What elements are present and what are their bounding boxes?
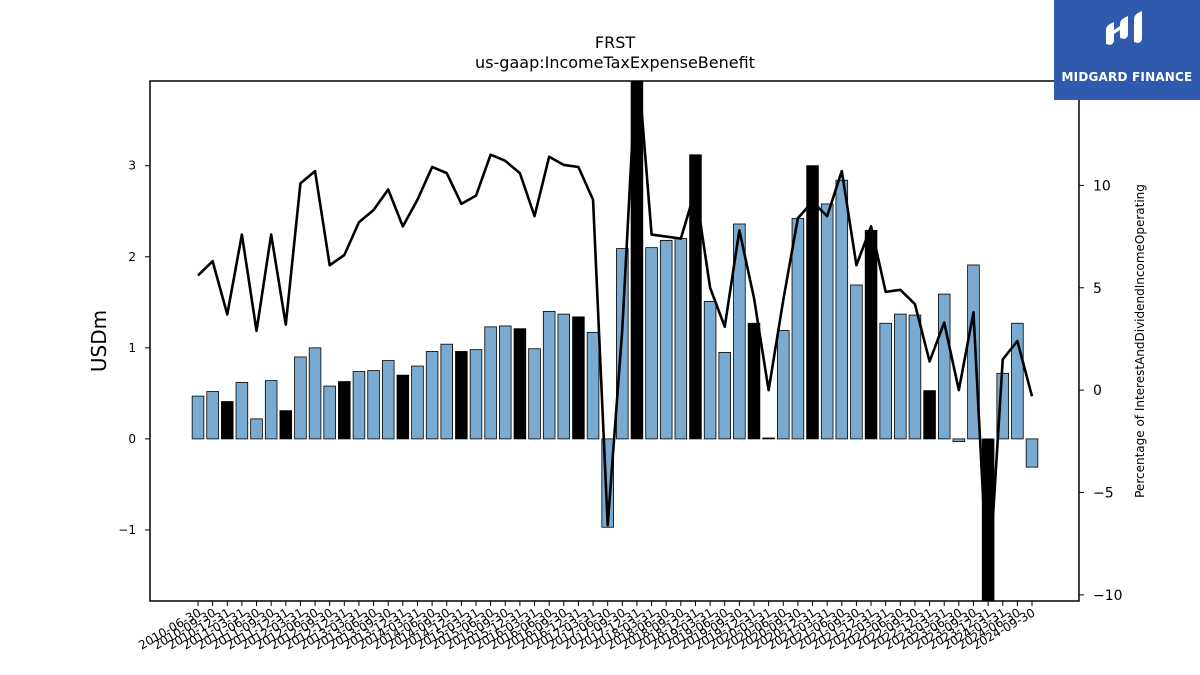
midgard-logo-icon — [1106, 11, 1142, 45]
bar — [308, 347, 322, 440]
y2-tick-label: −5 — [1093, 485, 1114, 501]
bar — [294, 356, 307, 440]
bar — [820, 203, 834, 440]
y-tick-label: 1 — [128, 341, 136, 355]
y-axis-label: USDm — [87, 310, 111, 372]
chart-subtitle: us-gaap:IncomeTaxExpenseBenefit — [475, 53, 755, 72]
plot-frame — [149, 80, 1080, 602]
bar — [718, 351, 731, 440]
bar — [250, 418, 263, 440]
bar — [411, 365, 424, 440]
bar — [396, 374, 410, 440]
y-tick-label: 3 — [128, 159, 136, 173]
y2-tick-label: −10 — [1093, 588, 1123, 604]
bar — [674, 238, 688, 440]
bar — [206, 391, 219, 440]
bar — [747, 322, 761, 440]
bar — [1011, 322, 1024, 440]
bar — [923, 390, 936, 440]
bar — [806, 165, 819, 440]
bar — [630, 81, 644, 440]
bar — [937, 293, 951, 440]
y2-tick-label: 5 — [1093, 281, 1102, 297]
bar — [557, 313, 571, 440]
bar — [323, 385, 336, 440]
bar — [659, 239, 673, 440]
y2-axis-label: Percentage of InterestAndDividendIncomeO… — [1133, 184, 1147, 498]
bar — [864, 229, 878, 440]
bar — [981, 438, 995, 601]
bar — [952, 438, 966, 443]
y-tick-label: −1 — [118, 523, 136, 537]
bar — [352, 371, 366, 440]
bar — [835, 179, 849, 440]
series-line — [197, 81, 1034, 597]
bar — [367, 370, 380, 440]
bar — [499, 325, 512, 440]
bar — [528, 348, 541, 440]
y2-tick-label: 10 — [1093, 178, 1111, 194]
bar — [850, 284, 863, 440]
bar — [601, 438, 614, 528]
bar — [469, 349, 483, 440]
bar — [542, 310, 556, 440]
bar — [338, 381, 351, 440]
bar — [455, 351, 468, 440]
bar — [425, 351, 439, 440]
bar — [484, 326, 497, 440]
y-tick-label: 2 — [128, 250, 136, 264]
bar — [513, 328, 527, 440]
bar — [381, 360, 395, 440]
bar — [908, 314, 922, 440]
bar — [777, 330, 790, 440]
bar — [894, 313, 907, 440]
bar — [762, 437, 775, 440]
bar — [235, 382, 249, 440]
bar — [586, 331, 600, 440]
brand-logo-text: MIDGARD FINANCE — [1061, 70, 1193, 84]
brand-logo: MIDGARD FINANCE — [1054, 0, 1200, 100]
bar — [572, 316, 585, 440]
bar — [733, 223, 746, 440]
bar — [791, 218, 805, 440]
bar — [689, 154, 702, 440]
bar — [967, 264, 980, 440]
chart-title: FRST — [595, 33, 635, 52]
bar — [703, 300, 717, 440]
bar — [264, 380, 278, 440]
plot-area — [191, 81, 1039, 601]
y-tick-label: 0 — [128, 432, 136, 446]
y2-tick-label: 0 — [1093, 383, 1102, 399]
bar — [221, 401, 234, 440]
bar — [191, 395, 205, 440]
bar — [645, 247, 658, 440]
bar — [279, 410, 293, 440]
bar — [1025, 438, 1039, 468]
bar — [440, 343, 453, 440]
bar — [879, 322, 892, 440]
